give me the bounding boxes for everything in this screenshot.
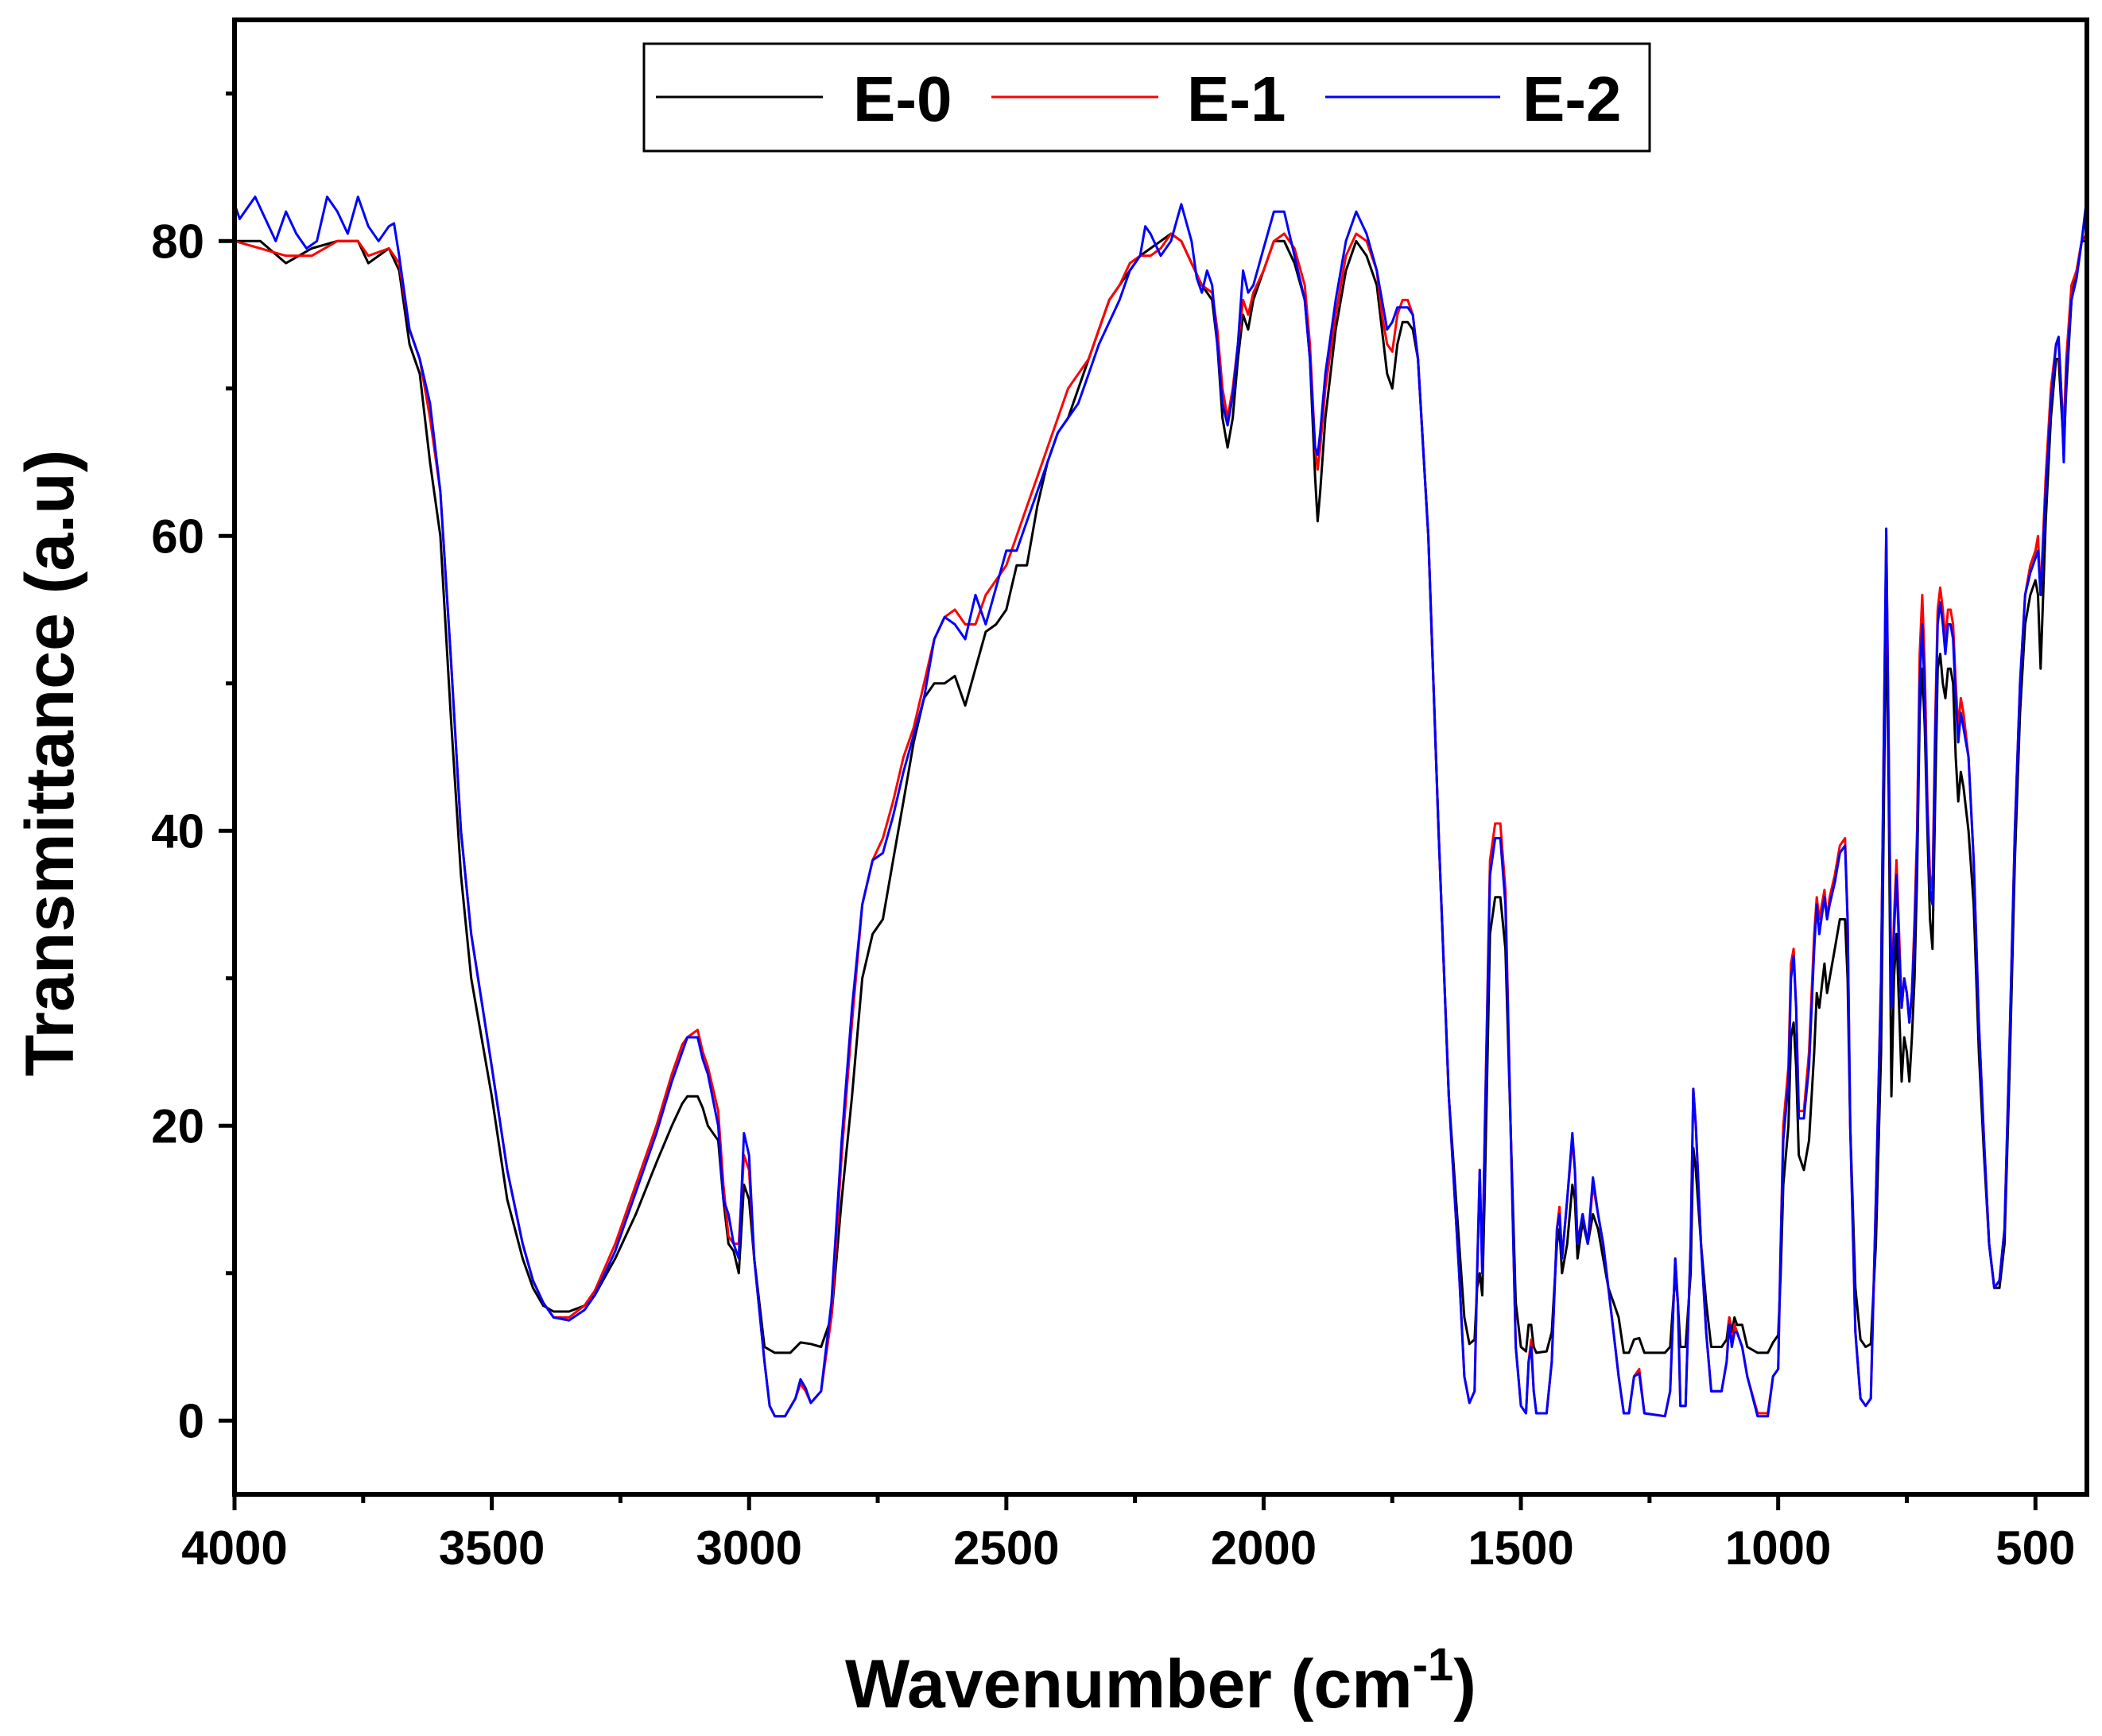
x-tick-label: 3000 (696, 1521, 801, 1575)
legend-label-e2: E-2 (1522, 64, 1622, 134)
x-tick-label: 1500 (1468, 1521, 1573, 1575)
legend-label-e1: E-1 (1187, 64, 1286, 134)
y-tick-label: 60 (151, 510, 204, 563)
x-tick-label: 1000 (1725, 1521, 1831, 1575)
plot-frame (232, 17, 2089, 1497)
series-line-e-1 (235, 232, 2087, 1418)
x-tick-label: 500 (1995, 1521, 2075, 1575)
x-axis-title: Wavenumber (cm-1) (845, 1639, 1476, 1722)
legend-label-e0: E-0 (853, 64, 952, 134)
y-axis-title: Transmittance (a.u) (12, 450, 88, 1077)
series-line-e-2 (235, 196, 2087, 1418)
y-tick-label: 20 (151, 1099, 204, 1153)
x-tick-label: 3500 (439, 1521, 545, 1575)
x-tick-label: 2000 (1211, 1521, 1317, 1575)
y-tick-label: 0 (178, 1394, 204, 1447)
axis-ticks: 4000 3500 3000 2500 2000 1500 1000 500 0 20 40 60 80 (151, 91, 2075, 1575)
y-tick-label: 80 (151, 215, 204, 268)
series-layer (235, 196, 2087, 1418)
x-tick-label: 2500 (953, 1521, 1059, 1575)
legend: E-0 E-1 E-2 (642, 42, 1651, 153)
y-tick-label: 40 (151, 804, 204, 858)
x-tick-label: 4000 (181, 1521, 287, 1575)
series-line-e-0 (235, 232, 2087, 1354)
